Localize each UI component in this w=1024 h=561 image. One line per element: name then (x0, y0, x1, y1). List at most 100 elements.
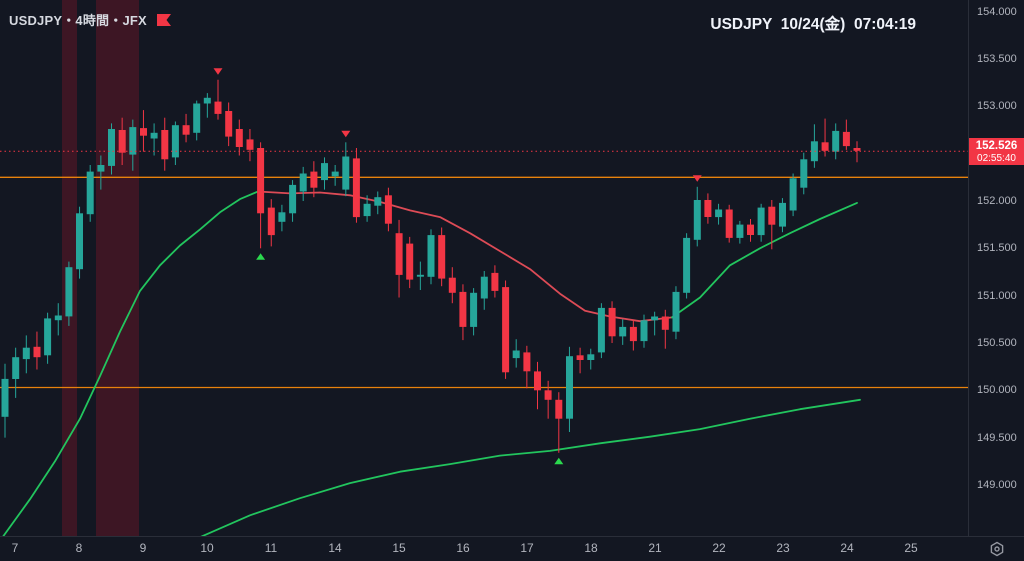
candle-body (54, 315, 62, 321)
candle-body (267, 207, 275, 236)
candle-body (416, 274, 424, 277)
candle-body (555, 399, 563, 419)
slow-ma-line (195, 398, 861, 540)
current-price-value: 152.526 (975, 139, 1018, 152)
candle-body (502, 287, 510, 373)
candle-body (427, 235, 435, 277)
candle-body (86, 171, 94, 215)
candle-body (246, 139, 254, 150)
candle-body (608, 307, 616, 337)
candle-body (619, 326, 627, 337)
candle-body (22, 347, 30, 360)
candle-body (693, 200, 701, 240)
price-axis-label: 152.000 (977, 195, 1017, 207)
time-axis-label: 22 (712, 541, 726, 555)
candle-body (672, 291, 680, 332)
candle-body (363, 203, 371, 217)
candle-body (161, 130, 169, 160)
buy-signal-marker[interactable] (256, 253, 266, 260)
candle-body (129, 127, 137, 155)
candle-body (661, 316, 669, 330)
candle-body (683, 237, 691, 293)
candle-body (395, 233, 403, 275)
price-axis-label: 150.500 (977, 337, 1017, 349)
price-axis-label: 153.500 (977, 53, 1017, 65)
price-axis-label: 150.000 (977, 384, 1017, 396)
price-axis-label: 154.000 (977, 6, 1017, 18)
candle-body (534, 371, 541, 391)
flag-icon[interactable] (156, 13, 171, 26)
time-axis-label: 23 (776, 541, 790, 555)
candle-body (108, 129, 115, 166)
sell-signal-marker[interactable] (341, 130, 351, 138)
candle-body (257, 148, 265, 214)
candle-body (597, 307, 605, 353)
candle-body (214, 101, 222, 114)
candle-body (12, 357, 20, 379)
price-axis-label: 153.000 (977, 100, 1017, 112)
candle-body (310, 171, 318, 188)
candle-body (523, 352, 531, 372)
price-axis[interactable]: 152.526 02:55:40 154.000 153.500 153.000 15… (968, 0, 1024, 561)
candle-body (97, 165, 105, 172)
candle-body (640, 320, 648, 342)
session-highlight-band (96, 0, 139, 536)
axis-settings-gear-icon[interactable] (989, 541, 1005, 557)
candle-body (480, 276, 488, 299)
time-axis-label: 18 (584, 541, 598, 555)
time-axis-label: 17 (520, 541, 534, 555)
candle-body (1, 378, 9, 417)
candle-body (65, 267, 73, 317)
sell-signal-marker[interactable] (213, 68, 223, 75)
candle-body (76, 213, 83, 270)
candle-body (715, 209, 723, 218)
bar-countdown: 02:55:40 (977, 152, 1016, 164)
candle-body (470, 292, 478, 327)
candle-body (789, 178, 797, 211)
candle-body (438, 235, 446, 279)
candle-body (853, 148, 861, 151)
price-axis-label: 149.000 (977, 479, 1017, 491)
buy-signal-marker[interactable] (554, 457, 564, 465)
time-axis[interactable]: 7 8 9 10 11 14 15 16 17 18 21 22 23 24 25 (0, 536, 969, 561)
candle-body (587, 354, 595, 360)
time-axis-label: 8 (75, 541, 83, 555)
candle-body (800, 159, 808, 188)
candle-body (810, 141, 818, 162)
time-axis-label: 16 (456, 541, 470, 555)
candle-body (566, 356, 573, 419)
time-axis-label: 10 (200, 541, 214, 555)
candle-body (747, 224, 754, 235)
gear-hex-shape (990, 541, 1003, 557)
candle-body (44, 318, 52, 356)
flag-icon-shape (156, 13, 171, 26)
candle-body (512, 350, 520, 359)
candle-body (182, 125, 190, 135)
axis-corner (969, 536, 1024, 561)
candle-body (821, 142, 829, 151)
candle-body (757, 207, 765, 236)
candle-body (235, 129, 243, 147)
sell-signal-marker[interactable] (692, 175, 702, 182)
candle-body (704, 200, 712, 217)
time-axis-label: 25 (904, 541, 918, 555)
candle-body (289, 184, 297, 214)
candle-body (651, 316, 659, 321)
candle-body (352, 158, 360, 218)
candle-body (544, 390, 552, 400)
candle-body (150, 132, 158, 139)
price-axis-label: 149.500 (977, 432, 1017, 444)
candle-body (342, 156, 350, 190)
candle-body (225, 111, 233, 137)
candle-body (832, 130, 840, 152)
candle-body (842, 131, 850, 147)
gear-hole-shape (993, 546, 1000, 552)
time-axis-label: 24 (840, 541, 854, 555)
time-axis-label: 9 (139, 541, 147, 555)
candle-body (448, 277, 456, 293)
candle-body (33, 346, 41, 358)
price-axis-label: 151.000 (977, 290, 1017, 302)
price-axis-label: 151.500 (977, 242, 1017, 254)
